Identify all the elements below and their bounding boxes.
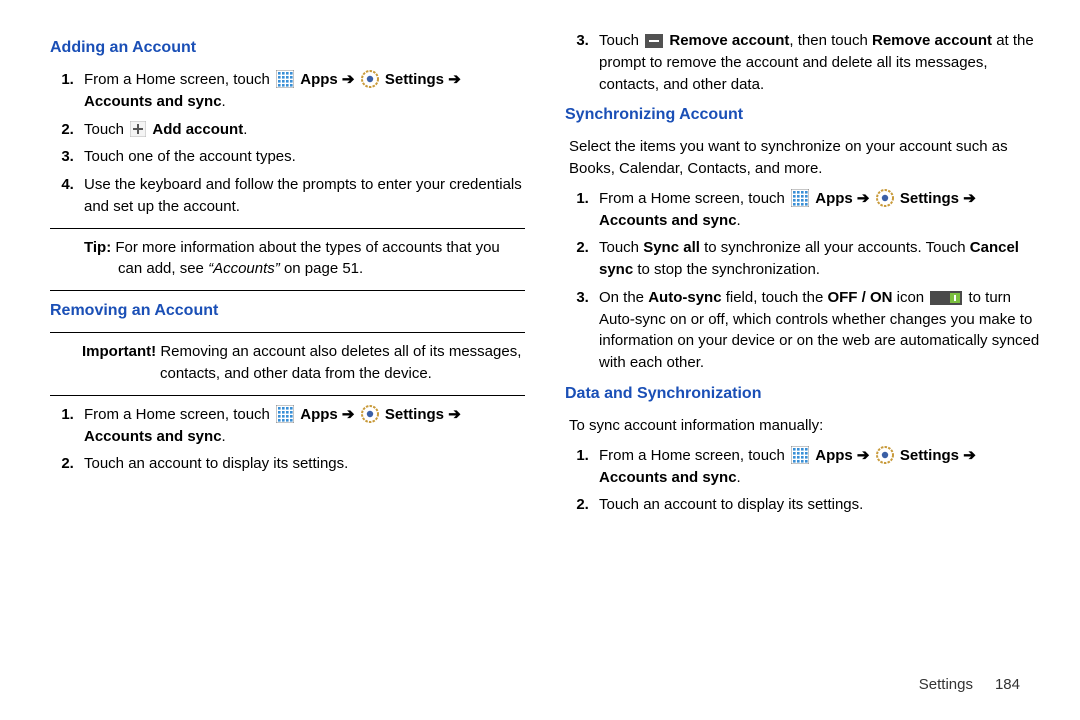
heading-data-synchronization: Data and Synchronization [565, 382, 1040, 405]
accounts-sync-label: Accounts and sync [599, 212, 737, 229]
removing-account-steps-cont: Touch Remove account, then touch Remove … [565, 30, 1040, 95]
removing-account-steps: From a Home screen, touch Apps ➔ Setting… [50, 404, 525, 475]
accounts-sync-label: Accounts and sync [84, 428, 222, 445]
settings-icon [361, 405, 379, 423]
data-sync-intro: To sync account information manually: [569, 415, 1040, 437]
apps-label: Apps [815, 447, 853, 464]
step-text: From a Home screen, touch [84, 406, 274, 423]
important-text: Removing an account also deletes all of … [156, 343, 521, 382]
apps-icon [276, 70, 294, 88]
page-footer: Settings 184 [0, 676, 1080, 693]
accounts-sync-label: Accounts and sync [84, 93, 222, 110]
step-text: , then touch [789, 32, 872, 49]
step-text: to synchronize all your accounts. Touch [700, 239, 970, 256]
step-text: On the [599, 289, 648, 306]
period: . [222, 93, 226, 110]
data-sync-steps: From a Home screen, touch Apps ➔ Setting… [565, 445, 1040, 516]
right-column: Touch Remove account, then touch Remove … [565, 30, 1040, 670]
adding-account-steps: From a Home screen, touch Apps ➔ Setting… [50, 69, 525, 218]
arrow-icon: ➔ [448, 406, 461, 423]
important-label: Important! [82, 343, 156, 360]
sync-intro: Select the items you want to synchronize… [569, 136, 1040, 180]
step-text: Use the keyboard and follow the prompts … [84, 176, 522, 215]
minus-icon [645, 33, 663, 47]
arrow-icon: ➔ [857, 190, 870, 207]
removing-step-3: Touch Remove account, then touch Remove … [593, 30, 1040, 95]
apps-label: Apps [300, 71, 338, 88]
step-text: Touch an account to display its settings… [599, 496, 863, 513]
apps-icon [791, 446, 809, 464]
settings-label: Settings [385, 406, 448, 423]
sync-all-label: Sync all [643, 239, 700, 256]
off-on-label: OFF / ON [827, 289, 892, 306]
step-text: From a Home screen, touch [599, 447, 789, 464]
settings-label: Settings [900, 447, 963, 464]
settings-icon [361, 70, 379, 88]
accounts-sync-label: Accounts and sync [599, 469, 737, 486]
step-text: Touch [599, 239, 643, 256]
step-text: From a Home screen, touch [599, 190, 789, 207]
divider [50, 228, 525, 229]
step-text: Touch [599, 32, 643, 49]
period: . [737, 469, 741, 486]
data-step-1: From a Home screen, touch Apps ➔ Setting… [593, 445, 1040, 489]
arrow-icon: ➔ [963, 447, 976, 464]
heading-synchronizing-account: Synchronizing Account [565, 103, 1040, 126]
step-text: Touch one of the account types. [84, 148, 296, 165]
arrow-icon: ➔ [857, 447, 870, 464]
sync-step-3: On the Auto-sync field, touch the OFF / … [593, 287, 1040, 374]
removing-step-2: Touch an account to display its settings… [78, 453, 525, 475]
adding-step-2: Touch Add account. [78, 119, 525, 141]
toggle-icon [930, 290, 962, 304]
step-text: Touch an account to display its settings… [84, 455, 348, 472]
apps-icon [791, 189, 809, 207]
settings-icon [876, 189, 894, 207]
divider [50, 290, 525, 291]
data-step-2: Touch an account to display its settings… [593, 494, 1040, 516]
sync-step-2: Touch Sync all to synchronize all your a… [593, 237, 1040, 281]
step-text: field, touch the [722, 289, 828, 306]
apps-label: Apps [300, 406, 338, 423]
arrow-icon: ➔ [342, 406, 355, 423]
tip-text-2: on page 51. [280, 260, 363, 277]
left-column: Adding an Account From a Home screen, to… [50, 30, 525, 670]
period: . [737, 212, 741, 229]
manual-page: Adding an Account From a Home screen, to… [0, 0, 1080, 690]
step-text: Touch [84, 121, 128, 138]
period: . [243, 121, 247, 138]
step-text: icon [892, 289, 928, 306]
sync-step-1: From a Home screen, touch Apps ➔ Setting… [593, 188, 1040, 232]
footer-page-number: 184 [995, 676, 1020, 693]
important-block: Important! Removing an account also dele… [50, 341, 525, 385]
remove-account-label: Remove account [669, 32, 789, 49]
plus-icon [130, 121, 146, 137]
adding-step-3: Touch one of the account types. [78, 146, 525, 168]
arrow-icon: ➔ [448, 71, 461, 88]
tip-block: Tip: For more information about the type… [50, 237, 525, 281]
divider [50, 395, 525, 396]
add-account-label: Add account [152, 121, 243, 138]
removing-step-1: From a Home screen, touch Apps ➔ Setting… [78, 404, 525, 448]
arrow-icon: ➔ [963, 190, 976, 207]
footer-section: Settings [919, 676, 973, 693]
heading-adding-account: Adding an Account [50, 36, 525, 59]
tip-reference: “Accounts” [208, 260, 280, 277]
divider [50, 332, 525, 333]
settings-icon [876, 446, 894, 464]
tip-label: Tip: [84, 239, 111, 256]
auto-sync-label: Auto-sync [648, 289, 721, 306]
adding-step-1: From a Home screen, touch Apps ➔ Setting… [78, 69, 525, 113]
period: . [222, 428, 226, 445]
settings-label: Settings [385, 71, 448, 88]
step-text: From a Home screen, touch [84, 71, 274, 88]
apps-icon [276, 405, 294, 423]
sync-steps: From a Home screen, touch Apps ➔ Setting… [565, 188, 1040, 374]
apps-label: Apps [815, 190, 853, 207]
heading-removing-account: Removing an Account [50, 299, 525, 322]
settings-label: Settings [900, 190, 963, 207]
remove-account-label-2: Remove account [872, 32, 992, 49]
arrow-icon: ➔ [342, 71, 355, 88]
step-text: to stop the synchronization. [633, 261, 820, 278]
adding-step-4: Use the keyboard and follow the prompts … [78, 174, 525, 218]
